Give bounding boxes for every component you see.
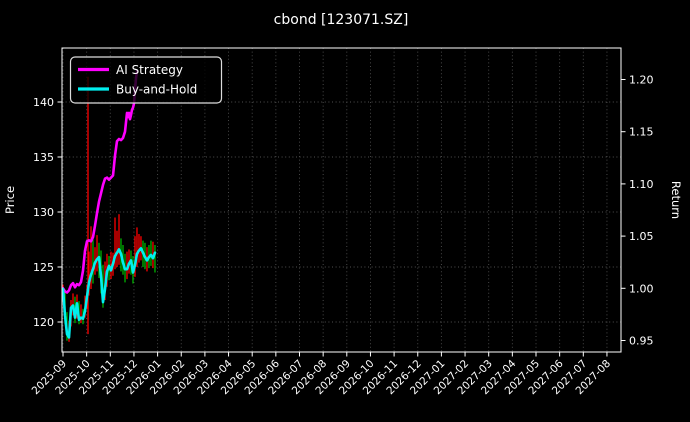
y-right-tick-label: 1.00 bbox=[629, 282, 654, 295]
y-right-tick-label: 1.10 bbox=[629, 178, 654, 191]
series-lines bbox=[61, 69, 157, 339]
y-left-tick-label: 140 bbox=[33, 96, 54, 109]
plot-border bbox=[61, 47, 622, 353]
y-left-tick-label: 125 bbox=[33, 261, 54, 274]
y-axis-label-price: Price bbox=[3, 186, 17, 214]
y-left-tick-label: 130 bbox=[33, 206, 54, 219]
y-right-tick-label: 1.15 bbox=[629, 126, 654, 139]
chart-title: cbond [123071.SZ] bbox=[274, 12, 409, 28]
buy-and-hold-line bbox=[61, 247, 157, 339]
legend-label-buy-and-hold: Buy-and-Hold bbox=[116, 83, 197, 97]
gridlines bbox=[62, 48, 621, 352]
y-left-tick-label: 120 bbox=[33, 316, 54, 329]
y-left-tick-label: 135 bbox=[33, 151, 54, 164]
y-right-tick-label: 1.05 bbox=[629, 230, 654, 243]
y-right-tick-label: 1.20 bbox=[629, 74, 654, 87]
legend-label-ai-strategy: AI Strategy bbox=[116, 63, 183, 77]
legend: AI Strategy Buy-and-Hold bbox=[69, 56, 223, 104]
y-axis-label-return: Return bbox=[669, 181, 683, 219]
ai-strategy-line bbox=[61, 69, 139, 294]
y-right-tick-label: 0.95 bbox=[629, 335, 654, 348]
